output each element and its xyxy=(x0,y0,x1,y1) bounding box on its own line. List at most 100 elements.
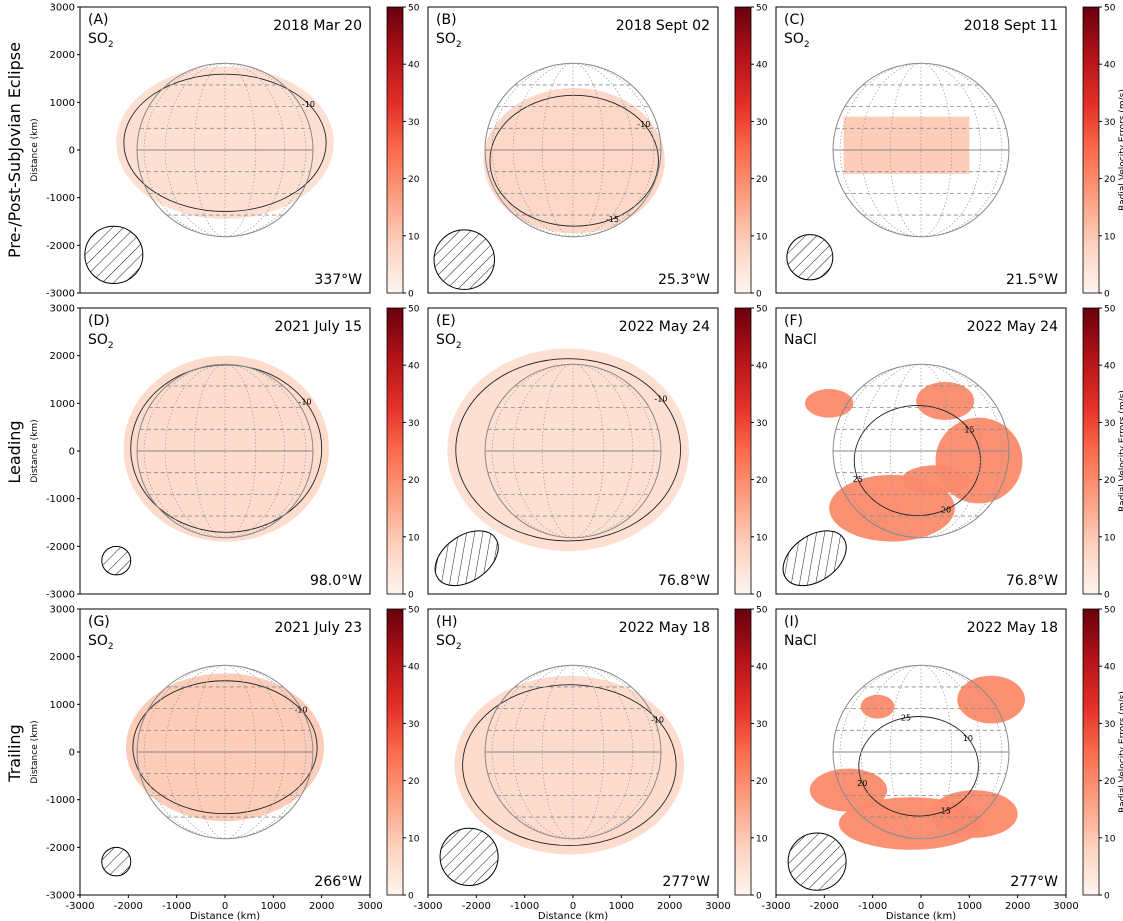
colorbar: 0 10 20 30 40 50 xyxy=(386,4,420,300)
panel-plot-area: -10 xyxy=(439,664,685,886)
y-tick-label: 0 xyxy=(69,146,75,157)
colorbar-label: Radial Velocity Errors (m/s) xyxy=(1118,89,1123,211)
meridian-line xyxy=(193,363,257,539)
colorbar-scale xyxy=(386,6,404,294)
contour-label: 10 xyxy=(963,734,973,743)
panel-d: -10 (D) SO2 2021 July 15 98.0°W -3000 -2000 -10… xyxy=(30,304,420,601)
molecule-label: SO2 xyxy=(88,31,114,50)
panel-label: (C) xyxy=(784,12,805,28)
x-axis-label: Distance (km) xyxy=(886,911,956,921)
beam-ellipse xyxy=(101,846,132,877)
beam-ellipse xyxy=(434,530,499,587)
contour-label: -15 xyxy=(606,215,619,224)
date-label: 2018 Sept 02 xyxy=(616,18,710,34)
panel-label: (F) xyxy=(784,313,803,329)
emission-region xyxy=(454,675,685,855)
colorbar-tick-label: 30 xyxy=(756,419,768,429)
x-tick-label: 3000 xyxy=(705,901,730,912)
beam-ellipse xyxy=(782,530,847,587)
emission-region xyxy=(901,465,970,494)
colorbar-tick-label: 20 xyxy=(756,476,768,486)
panel-g: -10 (G) SO2 2021 July 23 266°W -3000 -2000 -100… xyxy=(30,605,420,921)
colorbar: 0 10 20 30 40 50 xyxy=(386,305,420,601)
colorbar: 0 10 20 30 40 50 Radial Velocity Errors (m/s) xyxy=(1082,606,1123,902)
y-axis-label: Distance (km) xyxy=(30,720,40,783)
x-tick-label: 2000 xyxy=(657,901,682,912)
meridian-line xyxy=(541,62,605,238)
colorbar-tick-label: 40 xyxy=(756,663,768,673)
x-tick-label: 0 xyxy=(918,901,924,912)
colorbar-tick-label: 30 xyxy=(1104,419,1116,429)
longitude-label: 25.3°W xyxy=(658,272,710,288)
colorbar-scale xyxy=(386,608,404,896)
longitude-label: 21.5°W xyxy=(1006,272,1058,288)
date-label: 2018 Sept 11 xyxy=(964,18,1058,34)
panel-label: (I) xyxy=(784,614,799,630)
meridian-line xyxy=(889,363,953,539)
molecule-label: SO2 xyxy=(436,332,462,351)
colorbar-scale xyxy=(734,6,752,294)
x-tick-label: -1000 xyxy=(162,901,191,912)
beam-ellipse xyxy=(101,545,132,576)
colorbar: 0 10 20 30 40 50 xyxy=(734,4,768,300)
beam-ellipse xyxy=(786,234,834,281)
date-label: 2022 May 18 xyxy=(619,620,710,636)
x-tick-label: -2000 xyxy=(810,901,839,912)
x-axis-label: Distance (km) xyxy=(190,911,260,921)
colorbar: 0 10 20 30 40 50 Radial Velocity Errors (m/s) xyxy=(1082,305,1123,601)
colorbar-label: Radial Velocity Errors (m/s) xyxy=(1118,390,1123,512)
colorbar-tick-label: 20 xyxy=(408,476,420,486)
meridian-line xyxy=(541,363,605,539)
y-tick-label: 3000 xyxy=(50,605,75,616)
colorbar-tick-label: 40 xyxy=(408,61,420,71)
colorbar-tick-label: 10 xyxy=(756,533,768,543)
colorbar-tick-label: 30 xyxy=(408,720,420,730)
contour-label: -10 xyxy=(637,120,650,129)
colorbar-tick-label: 50 xyxy=(756,305,768,315)
row-label-leading: Leading xyxy=(5,420,24,484)
colorbar-tick-label: 30 xyxy=(1104,118,1116,128)
colorbar-tick-label: 40 xyxy=(1104,61,1116,71)
colorbar: 0 10 20 30 40 50 xyxy=(734,305,768,601)
longitude-label: 337°W xyxy=(314,272,362,288)
panel-label: (H) xyxy=(436,614,457,630)
molecule-label: SO2 xyxy=(88,633,114,652)
y-tick-label: -2000 xyxy=(46,241,75,252)
colorbar-scale xyxy=(386,307,404,595)
colorbar-tick-label: 20 xyxy=(1104,175,1116,185)
colorbar-tick-label: 50 xyxy=(1104,305,1116,315)
y-tick-label: 0 xyxy=(69,447,75,458)
panel-plot-area: -10 xyxy=(434,348,689,587)
colorbar-tick-label: 50 xyxy=(756,4,768,14)
panel-label: (E) xyxy=(436,313,456,329)
colorbar-tick-label: 50 xyxy=(408,305,420,315)
meridian-line xyxy=(193,664,257,840)
contour-label: -10 xyxy=(299,397,312,406)
contour-line xyxy=(853,405,981,517)
molecule-label: SO2 xyxy=(88,332,114,351)
emission-region xyxy=(916,381,975,421)
y-tick-label: -2000 xyxy=(46,843,75,854)
colorbar-tick-label: 20 xyxy=(1104,777,1116,787)
y-tick-label: 1000 xyxy=(50,98,75,109)
colorbar-tick-label: 20 xyxy=(1104,476,1116,486)
longitude-label: 277°W xyxy=(1010,874,1058,890)
colorbar-tick-label: 20 xyxy=(408,777,420,787)
colorbar: 0 10 20 30 40 50 xyxy=(734,606,768,902)
panel-c: (C) SO2 2018 Sept 11 21.5°W 0 10 20 30 40 50 Radia… xyxy=(775,4,1123,300)
date-label: 2021 July 23 xyxy=(274,620,362,636)
x-tick-label: -2000 xyxy=(114,901,143,912)
molecule-label: SO2 xyxy=(436,633,462,652)
colorbar-tick-label: 20 xyxy=(408,175,420,185)
beam-ellipse xyxy=(84,225,144,284)
date-label: 2022 May 24 xyxy=(619,319,710,335)
x-tick-label: -1000 xyxy=(510,901,539,912)
y-tick-label: -3000 xyxy=(46,590,75,601)
colorbar-tick-label: 30 xyxy=(408,118,420,128)
x-tick-label: 1000 xyxy=(609,901,634,912)
panel-plot-area: -10 -15 xyxy=(433,62,665,290)
colorbar-tick-label: 0 xyxy=(408,290,414,300)
panel-plot-area: 10 15 20 25 xyxy=(787,664,1025,891)
colorbar-tick-label: 50 xyxy=(1104,606,1116,616)
panel-e: -10 (E) SO2 2022 May 24 76.8°W 0 10 20 30 40 50 xyxy=(427,305,768,601)
